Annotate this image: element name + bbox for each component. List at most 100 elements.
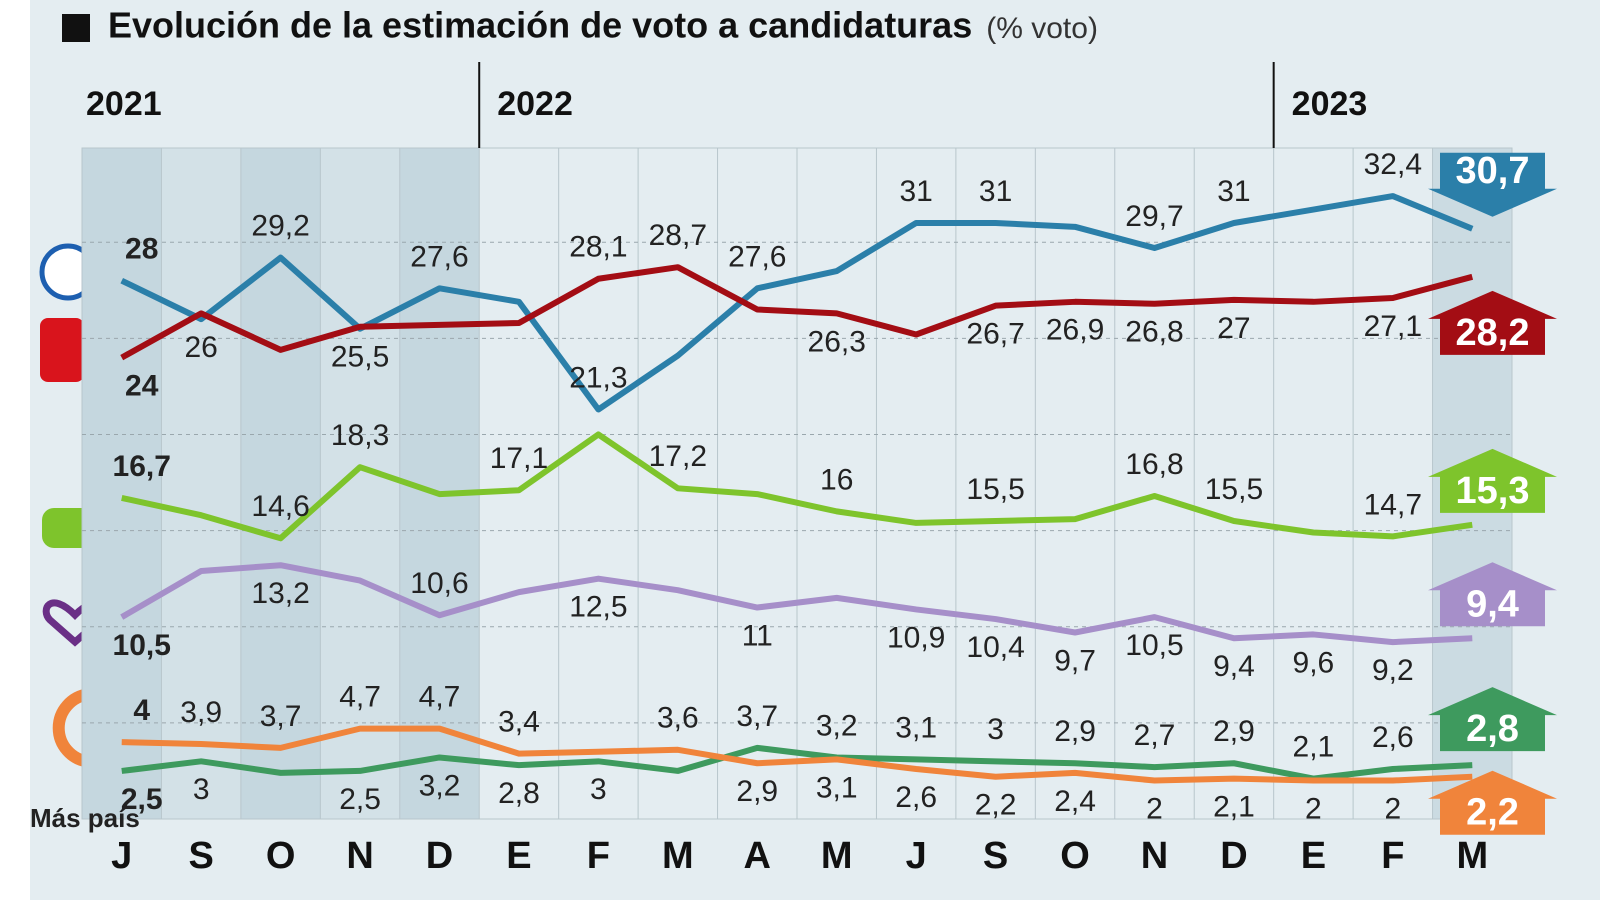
value-label: 9,6	[1293, 646, 1335, 679]
value-label: 29,7	[1125, 200, 1183, 233]
column-band	[320, 148, 400, 819]
x-tick-label: S	[983, 835, 1008, 877]
value-label: 3,6	[657, 702, 699, 735]
column-band	[82, 148, 162, 819]
x-tick-label: D	[1220, 835, 1247, 877]
last-value-label: 9,4	[1466, 583, 1519, 625]
column-band	[479, 148, 559, 819]
year-label: 2021	[86, 85, 162, 123]
value-label: 26,8	[1125, 316, 1183, 349]
value-label: 27	[1217, 312, 1250, 345]
value-label: 28	[125, 233, 158, 266]
value-label: 2	[1305, 792, 1322, 825]
value-label: 15,5	[1205, 473, 1263, 506]
value-label: 28,1	[569, 231, 627, 264]
x-tick-label: M	[1456, 835, 1488, 877]
value-label: 2,1	[1293, 731, 1335, 764]
value-label: 10,6	[410, 567, 468, 600]
value-label: 2,1	[1213, 791, 1255, 824]
x-tick-label: N	[1141, 835, 1168, 877]
value-label: 2	[1384, 792, 1401, 825]
value-label: 2,4	[1054, 785, 1096, 818]
trend-badge	[1428, 152, 1557, 217]
value-label: 14,6	[251, 490, 309, 523]
value-label: 10,4	[966, 631, 1024, 664]
x-tick-label: J	[111, 835, 132, 877]
value-label: 27,6	[410, 240, 468, 273]
value-label: 18,3	[331, 419, 389, 452]
column-band	[717, 148, 797, 819]
value-label: 2,9	[1213, 715, 1255, 748]
x-tick-label: D	[426, 835, 453, 877]
column-band	[1353, 148, 1433, 819]
value-label: 27,1	[1364, 310, 1422, 343]
value-label: 3,2	[816, 709, 858, 742]
value-label: 26,9	[1046, 314, 1104, 347]
icon	[40, 318, 84, 382]
series-line	[121, 725, 1473, 784]
year-label: 2023	[1292, 85, 1368, 123]
value-label: 26	[184, 331, 217, 364]
last-value-label: 28,2	[1456, 312, 1530, 354]
value-label: 2,9	[736, 775, 778, 808]
value-label: 16,8	[1125, 448, 1183, 481]
last-value-label: 2,2	[1466, 792, 1519, 834]
value-label: 13,2	[251, 577, 309, 610]
value-label: 2,6	[895, 781, 937, 814]
value-label: 26,7	[966, 318, 1024, 351]
column-band	[1194, 148, 1274, 819]
last-value-label: 2,8	[1466, 708, 1519, 750]
trend-badge	[1428, 562, 1557, 627]
value-label: 31	[979, 175, 1012, 208]
last-value-label: 15,3	[1456, 470, 1530, 512]
value-label: 2,5	[339, 783, 381, 816]
value-label: 3,7	[736, 700, 778, 733]
year-label: 2022	[497, 85, 573, 123]
value-label: 10,9	[887, 621, 945, 654]
value-label: 21,3	[569, 361, 627, 394]
value-label: 2,2	[975, 789, 1017, 822]
value-label: 2,9	[1054, 715, 1096, 748]
value-label: 3	[987, 713, 1004, 746]
trend-badge	[1428, 290, 1557, 355]
value-label: 2,6	[1372, 721, 1414, 754]
value-label: 25,5	[331, 341, 389, 374]
value-label: 3	[193, 773, 210, 806]
value-label: 27,6	[728, 240, 786, 273]
last-value-label: 30,7	[1456, 150, 1530, 192]
value-label: 3	[590, 773, 607, 806]
value-label: 2,8	[498, 777, 540, 810]
value-label: 3,1	[895, 711, 937, 744]
value-label: 29,2	[251, 210, 309, 243]
column-band	[161, 148, 241, 819]
value-label: 31	[899, 175, 932, 208]
title-square	[62, 14, 90, 42]
x-tick-label: F	[587, 835, 610, 877]
value-label: 3,1	[816, 771, 858, 804]
column-band	[876, 148, 956, 819]
value-label: 31	[1217, 175, 1250, 208]
value-label: 10,5	[1125, 629, 1183, 662]
series-line	[121, 744, 1473, 782]
value-label: 14,7	[1364, 488, 1422, 521]
value-label: 16,7	[113, 450, 171, 483]
column-band	[1273, 148, 1354, 819]
x-tick-label: M	[662, 835, 694, 877]
value-label: 24	[125, 369, 159, 402]
chart-title: Evolución de la estimación de voto a can…	[108, 5, 972, 46]
column-band	[558, 148, 639, 819]
column-band	[1035, 148, 1115, 819]
value-label: 11	[742, 619, 773, 652]
value-label: 2,5	[121, 783, 163, 816]
legend-label: Más país	[30, 803, 140, 833]
x-tick-label: E	[506, 835, 531, 877]
x-tick-label: A	[744, 835, 771, 877]
value-label: 28,7	[649, 219, 707, 252]
chart-subtitle: (% voto)	[986, 12, 1098, 45]
value-label: 4,7	[419, 681, 461, 714]
value-label: 3,2	[419, 769, 461, 802]
column-band	[1114, 148, 1195, 819]
x-tick-label: M	[821, 835, 853, 877]
x-tick-label: N	[346, 835, 373, 877]
